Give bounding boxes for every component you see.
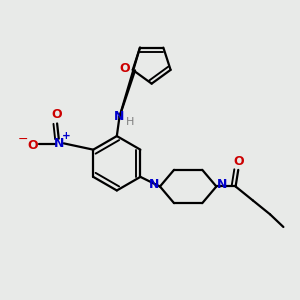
Text: N: N — [149, 178, 159, 191]
Text: O: O — [27, 139, 38, 152]
Text: −: − — [18, 133, 28, 146]
Text: O: O — [119, 62, 130, 75]
Text: N: N — [217, 178, 227, 191]
Text: N: N — [54, 137, 64, 150]
Text: O: O — [52, 108, 62, 121]
Text: N: N — [114, 110, 125, 123]
Text: +: + — [62, 131, 70, 141]
Text: O: O — [234, 155, 244, 168]
Text: H: H — [126, 117, 134, 127]
